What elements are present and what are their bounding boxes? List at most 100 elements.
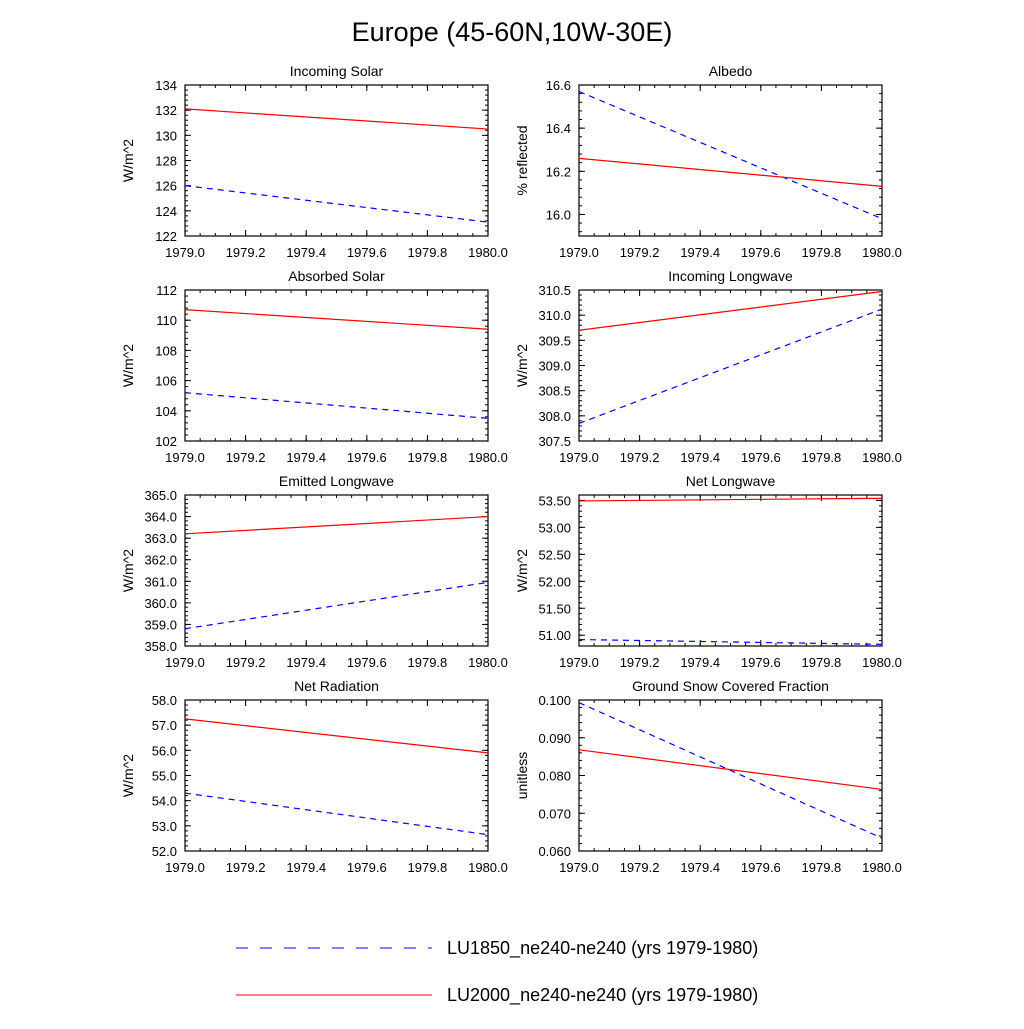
x-tick-label: 1979.0 xyxy=(165,245,205,260)
y-tick-label: 0.070 xyxy=(538,806,571,821)
legend-label-lu1850: LU1850_ne240-ne240 (yrs 1979-1980) xyxy=(447,938,758,959)
x-tick-label: 1980.0 xyxy=(862,245,902,260)
series-line-lu1850 xyxy=(184,392,489,419)
y-tick-label: 128 xyxy=(155,154,177,169)
x-tick-label: 1979.2 xyxy=(620,245,660,260)
y-axis-label: unitless xyxy=(514,752,530,799)
x-tick-label: 1979.8 xyxy=(802,860,842,875)
y-axis-label: W/m^2 xyxy=(120,754,136,797)
x-tick-label: 1979.6 xyxy=(741,655,781,670)
x-tick-label: 1979.2 xyxy=(620,655,660,670)
y-tick-label: 363.0 xyxy=(144,531,177,546)
x-tick-label: 1979.2 xyxy=(226,450,266,465)
series-line-lu1850 xyxy=(578,308,883,424)
x-tick-label: 1980.0 xyxy=(468,450,508,465)
panel-6: Net Longwave W/m^2 1979.0 1979.2 1979.4 1979.… xyxy=(514,473,902,670)
x-tick-label: 1979.0 xyxy=(165,450,205,465)
y-axis-label: W/m^2 xyxy=(514,344,530,387)
y-tick-label: 16.4 xyxy=(546,121,571,136)
y-tick-label: 0.060 xyxy=(538,844,571,859)
series-line-lu2000 xyxy=(184,515,489,535)
y-tick-label: 310.5 xyxy=(538,283,571,298)
legend: LU1850_ne240-ne240 (yrs 1979-1980) LU200… xyxy=(236,938,758,1006)
y-tick-label: 126 xyxy=(155,179,177,194)
x-tick-label: 1979.8 xyxy=(802,655,842,670)
x-tick-label: 1979.8 xyxy=(802,450,842,465)
x-tick-label: 1980.0 xyxy=(468,860,508,875)
y-tick-label: 51.50 xyxy=(538,601,571,616)
y-tick-label: 122 xyxy=(155,229,177,244)
y-tick-label: 58.0 xyxy=(152,693,177,708)
y-tick-label: 102 xyxy=(155,434,177,449)
x-tick-label: 1979.8 xyxy=(802,245,842,260)
x-tick-label: 1979.4 xyxy=(286,450,326,465)
y-tick-label: 104 xyxy=(155,404,177,419)
x-tick-label: 1979.4 xyxy=(286,245,326,260)
panel-title: Net Longwave xyxy=(686,473,776,489)
panel-7: Net Radiation W/m^2 1979.0 1979.2 1979.4 1979… xyxy=(120,678,508,875)
x-tick-label: 1979.4 xyxy=(680,245,720,260)
x-tick-label: 1979.2 xyxy=(620,450,660,465)
y-tick-label: 132 xyxy=(155,103,177,118)
y-tick-label: 56.0 xyxy=(152,743,177,758)
x-tick-label: 1979.0 xyxy=(559,860,599,875)
y-tick-label: 358.0 xyxy=(144,639,177,654)
x-tick-label: 1979.6 xyxy=(741,860,781,875)
x-tick-label: 1979.2 xyxy=(620,860,660,875)
y-tick-label: 110 xyxy=(156,313,177,328)
x-tick-label: 1979.6 xyxy=(347,655,387,670)
y-tick-label: 307.5 xyxy=(538,434,571,449)
x-tick-label: 1979.4 xyxy=(680,860,720,875)
y-tick-label: 361.0 xyxy=(144,574,177,589)
series-line-lu2000 xyxy=(578,290,883,331)
x-tick-label: 1979.8 xyxy=(408,245,448,260)
plot-frame xyxy=(578,289,883,442)
panel-4: Incoming Longwave W/m^2 1979.0 1979.2 1979.4… xyxy=(514,268,902,465)
series-line-lu1850 xyxy=(578,90,883,220)
series-line-lu1850 xyxy=(184,581,489,630)
plot-frame xyxy=(184,84,489,237)
x-tick-label: 1979.2 xyxy=(226,860,266,875)
y-tick-label: 106 xyxy=(155,374,177,389)
x-tick-label: 1980.0 xyxy=(468,245,508,260)
series-line-lu2000 xyxy=(578,749,883,791)
x-tick-label: 1979.4 xyxy=(680,450,720,465)
y-tick-label: 53.0 xyxy=(152,819,177,834)
series-line-lu1850 xyxy=(184,792,489,836)
panel-2: Albedo % reflected 1979.0 1979.2 1979.4 1979.… xyxy=(514,63,902,260)
y-axis-label: W/m^2 xyxy=(120,139,136,182)
x-tick-label: 1979.4 xyxy=(286,655,326,670)
panel-title: Incoming Solar xyxy=(290,63,384,79)
y-tick-label: 16.0 xyxy=(546,207,571,222)
y-axis-label: W/m^2 xyxy=(120,344,136,387)
y-axis-label: W/m^2 xyxy=(120,549,136,592)
y-tick-label: 112 xyxy=(156,283,177,298)
panel-title: Absorbed Solar xyxy=(288,268,385,284)
x-tick-label: 1979.6 xyxy=(741,450,781,465)
y-tick-label: 359.0 xyxy=(144,617,177,632)
y-axis-label: % reflected xyxy=(514,125,530,195)
y-tick-label: 360.0 xyxy=(144,596,177,611)
y-tick-label: 16.6 xyxy=(546,78,571,93)
x-tick-label: 1980.0 xyxy=(862,655,902,670)
y-tick-label: 310.0 xyxy=(538,308,571,323)
y-tick-label: 0.080 xyxy=(538,769,571,784)
panel-title: Ground Snow Covered Fraction xyxy=(632,678,829,694)
y-tick-label: 52.50 xyxy=(538,547,571,562)
x-tick-label: 1979.6 xyxy=(347,860,387,875)
y-tick-label: 16.2 xyxy=(546,164,571,179)
x-tick-label: 1979.8 xyxy=(408,450,448,465)
x-tick-label: 1979.6 xyxy=(347,245,387,260)
y-tick-label: 130 xyxy=(155,128,177,143)
y-tick-label: 51.00 xyxy=(538,628,571,643)
x-tick-label: 1979.4 xyxy=(680,655,720,670)
series-line-lu2000 xyxy=(578,497,883,502)
panel-3: Absorbed Solar W/m^2 1979.0 1979.2 1979.4 197… xyxy=(120,268,508,465)
y-tick-label: 55.0 xyxy=(152,769,177,784)
plot-frame xyxy=(184,494,489,647)
series-line-lu2000 xyxy=(578,157,883,187)
x-tick-label: 1979.0 xyxy=(559,245,599,260)
y-tick-label: 52.00 xyxy=(538,574,571,589)
panel-title: Net Radiation xyxy=(294,678,379,694)
